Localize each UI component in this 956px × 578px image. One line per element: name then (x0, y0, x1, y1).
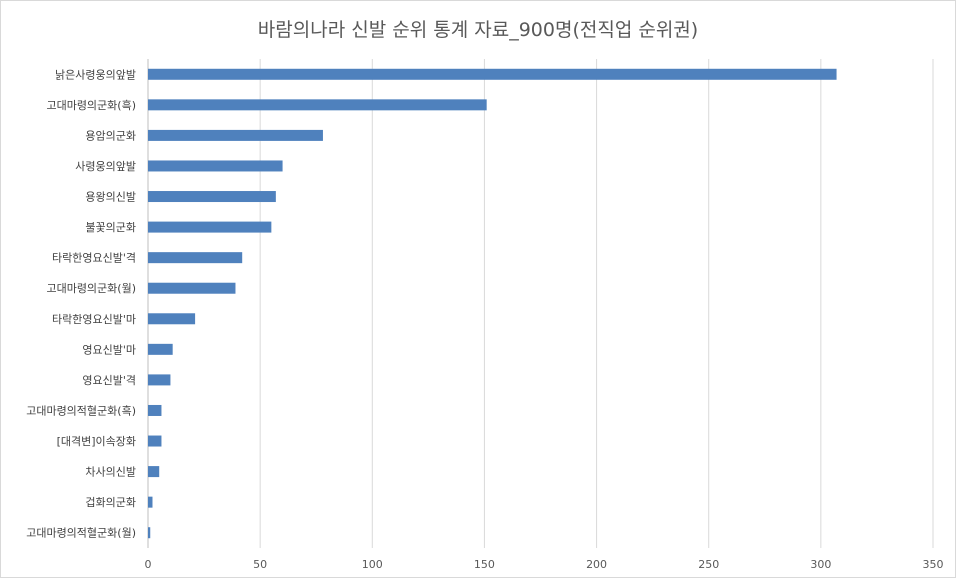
x-tick-labels: 0 50 100 150 200 250 300 350 (145, 558, 944, 571)
x-tick-label: 250 (698, 558, 719, 571)
bar (148, 99, 487, 111)
category-label: 타락한영요신발'격 (52, 252, 136, 265)
x-tick-label: 300 (810, 558, 831, 571)
x-tick-label: 100 (362, 558, 383, 571)
category-label: 낡은사령웅의앞발 (55, 68, 136, 81)
category-label: 타락한영요신발'마 (52, 313, 136, 326)
bar (148, 252, 243, 264)
bar (148, 160, 283, 172)
bar (148, 466, 160, 478)
category-label: 차사의신발 (85, 466, 136, 479)
bar (148, 496, 153, 508)
x-tick-label: 200 (586, 558, 607, 571)
bar (148, 191, 276, 203)
bar (148, 68, 837, 80)
category-label: 겁화의군화 (85, 496, 136, 509)
chart-title: 바람의나라 신발 순위 통계 자료_900명(전직업 순위권) (257, 19, 699, 41)
x-tick-label: 150 (474, 558, 495, 571)
x-tick-label: 0 (145, 558, 152, 571)
category-label: 영요신발'격 (82, 374, 136, 387)
category-label: 고대마령의군화(흑) (46, 98, 136, 112)
bar (148, 129, 323, 141)
bar (148, 527, 151, 539)
bar (148, 282, 236, 294)
category-label: 고대마령의적혈군화(흑) (26, 403, 136, 417)
category-label: 용암의군화 (85, 129, 136, 142)
gridlines (147, 59, 934, 548)
bar (148, 221, 272, 233)
bars (148, 68, 837, 539)
category-label: 고대마령의군화(월) (46, 282, 136, 295)
category-label: 사령웅의앞발 (75, 160, 136, 173)
bar (148, 435, 162, 447)
bar (148, 404, 162, 416)
category-label: 용왕의신발 (85, 191, 136, 204)
bar (148, 343, 173, 355)
bar (148, 374, 171, 386)
x-tick-label: 50 (253, 558, 267, 571)
category-label: [대격변]이속장화 (57, 435, 136, 448)
category-label: 고대마령의적혈군화(월) (26, 526, 136, 540)
category-label: 영요신발'마 (82, 343, 136, 356)
x-tick-label: 350 (923, 558, 944, 571)
category-label: 불꽃의군화 (85, 221, 136, 234)
bar (148, 313, 196, 325)
